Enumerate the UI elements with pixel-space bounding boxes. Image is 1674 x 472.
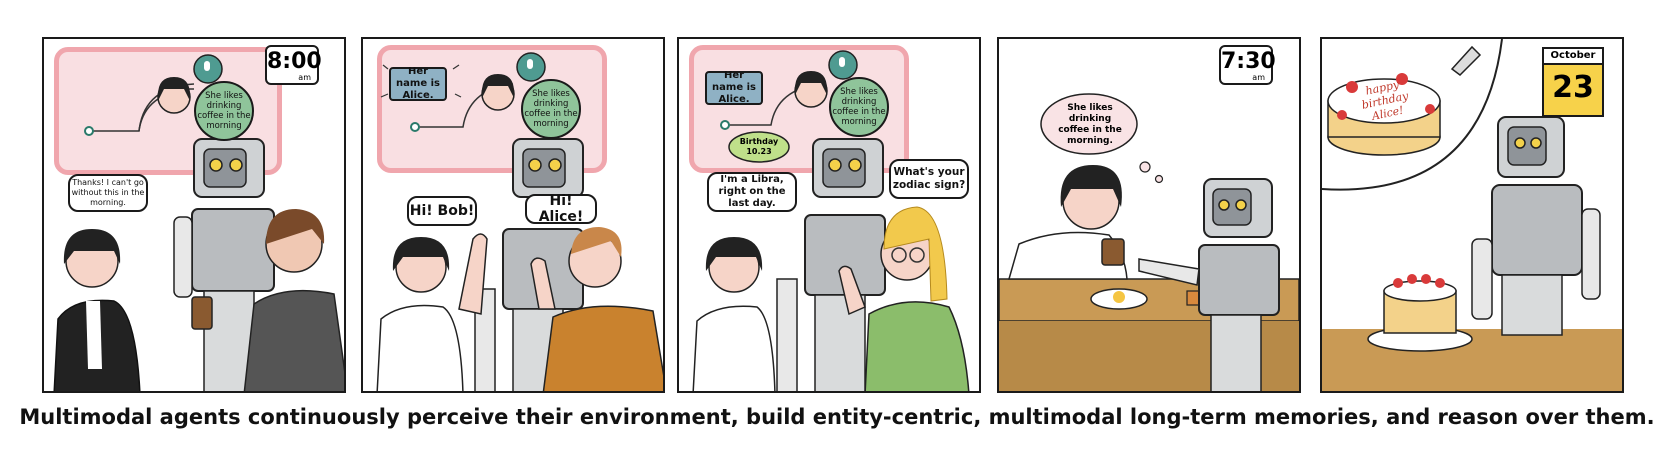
thought-cloud [1040,93,1138,155]
name-memory-tag: Her name is Alice. [705,70,763,105]
comic-panel-1: She likes drinking coffee in the morning… [42,37,346,393]
memory-fact-bubble: She likes drinking coffee in the morning [829,77,889,137]
memory-fact-bubble: She likes drinking coffee in the morning [521,79,581,139]
memory-fact-bubble: She likes drinking coffee in the morning [194,81,254,141]
clock: 8:00 am [265,45,322,85]
clock-ampm: am [298,73,311,82]
waving-hand-icon [458,233,488,315]
thought-text: She likes drinking coffee in the morning… [1058,103,1122,146]
clock-time: 8:00 [267,49,322,74]
robot-body [191,208,275,292]
piping-bag-icon [1450,45,1482,76]
speech-bubble-left: I'm a Libra, right on the last day. [707,172,797,212]
clock: 7:30 am [1219,45,1276,85]
clock-ampm: am [1252,73,1265,82]
speech-bubble-woman: Thanks! I can't go without this in the m… [68,174,148,212]
comic-panel-3: Her name is Alice. She likes drinking co… [677,37,981,393]
clock-time: 7:30 [1221,49,1276,74]
birthday-memory-oval [728,131,790,163]
calendar-day: 23 [1552,70,1594,105]
speech-bubble-man: Hi! Alice! [525,193,597,225]
comic-panel-4: 7:30 am She likes drinking coffee in the… [997,37,1301,393]
man-body [243,289,344,391]
birthday-memory-label: Birthday 10.23 [739,137,779,156]
coffee-cup-icon [1101,238,1125,266]
pointing-hand-icon [838,265,866,316]
calendar-month: October [1544,49,1602,65]
comic-panel-2: Her name is Alice. She likes drinking co… [361,37,665,393]
name-memory-tag: Her name is Alice. [389,66,447,101]
calendar-icon: October 23 [1542,47,1604,117]
panel-2-art [376,52,663,391]
panel-5-art [1322,39,1622,391]
panel-1-art [53,54,344,391]
memory-circle-edge [1322,39,1503,191]
figure-caption: Multimodal agents continuously perceive … [19,405,1655,429]
coffee-cup-icon [191,296,213,330]
panel-4-art [999,93,1299,391]
comic-panel-5: happy birthday Alice! October 23 [1320,37,1624,393]
panel-3-art [692,50,970,391]
speech-bubble-woman: Hi! Bob! [407,196,477,226]
speech-bubble-right: What's your zodiac sign? [889,159,969,199]
